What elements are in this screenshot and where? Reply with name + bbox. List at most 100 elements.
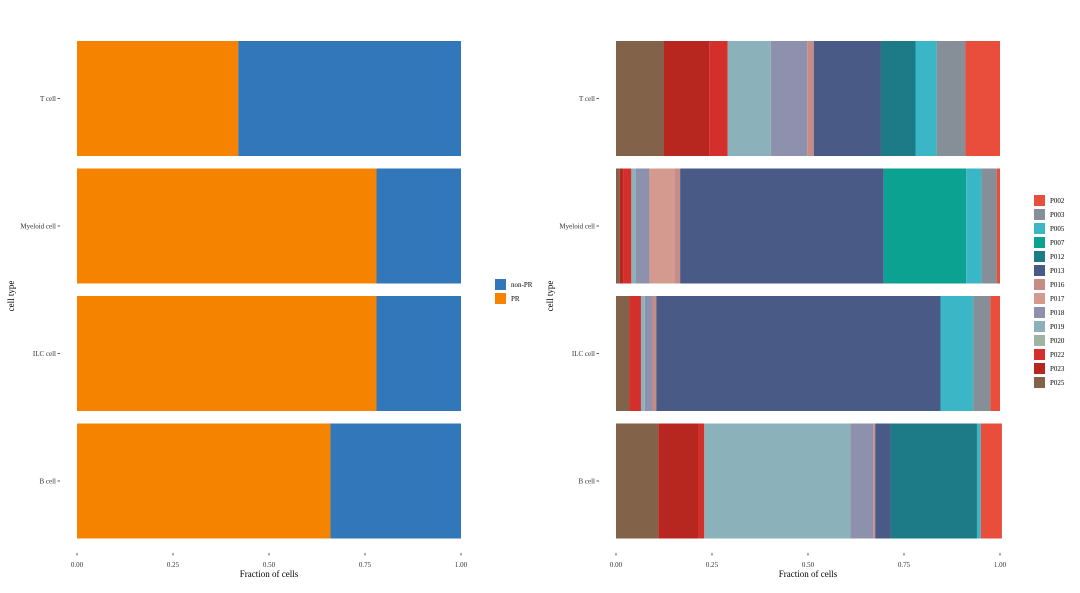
x-tick-label-0-00: 0.00 — [71, 561, 84, 569]
legend-label-p002: P002 — [1050, 197, 1065, 205]
legend-key-pr — [495, 293, 506, 304]
x-tick-label-1-00: 1.00 — [994, 561, 1007, 569]
bar-b-cell-p005 — [976, 423, 981, 539]
bar-t-cell-pr — [77, 41, 239, 156]
legend-label-p017: P017 — [1050, 295, 1065, 303]
bar-myeloid-cell-p007 — [883, 168, 967, 284]
legend-label-p025: P025 — [1050, 379, 1065, 387]
bar-myeloid-cell-p017 — [649, 168, 675, 284]
legend-label-p003: P003 — [1050, 211, 1065, 219]
y-tick-label-t-cell: T cell — [40, 95, 56, 103]
bar-myeloid-cell-non-pr — [376, 168, 461, 284]
bar-t-cell-p019 — [727, 41, 771, 156]
bar-b-cell-p025 — [616, 423, 659, 539]
bar-t-cell-p016 — [807, 41, 814, 156]
bar-b-cell-p016 — [873, 423, 876, 539]
legend-label-p019: P019 — [1050, 323, 1065, 331]
legend-label-p005: P005 — [1050, 225, 1065, 233]
bar-t-cell-p013 — [813, 41, 881, 156]
bar-b-cell-p023 — [658, 423, 699, 539]
bar-ilc-cell-pr — [77, 296, 377, 411]
legend-label-p023: P023 — [1050, 365, 1065, 373]
bar-ilc-cell-non-pr — [376, 296, 461, 411]
bar-ilc-cell-p025 — [616, 296, 630, 411]
bar-myeloid-cell-p005 — [966, 168, 982, 284]
legend-label-p016: P016 — [1050, 281, 1065, 289]
bar-myeloid-cell-pr — [77, 168, 377, 284]
x-tick-label-0-00: 0.00 — [610, 561, 623, 569]
legend-label-p007: P007 — [1050, 239, 1065, 247]
bar-ilc-cell-p013 — [656, 296, 941, 411]
x-tick-label-0-75: 0.75 — [359, 561, 372, 569]
legend-label-p020: P020 — [1050, 337, 1065, 345]
bar-b-cell-p019 — [704, 423, 851, 539]
x-tick-label-0-25: 0.25 — [167, 561, 180, 569]
legend-key-p007 — [1034, 237, 1045, 248]
bar-ilc-cell-p016 — [652, 296, 657, 411]
y-tick-label-myeloid-cell: Myeloid cell — [559, 222, 595, 230]
bar-t-cell-p003 — [936, 41, 966, 156]
bar-ilc-cell-p005 — [940, 296, 974, 411]
legend-label-non-pr: non-PR — [511, 281, 533, 289]
bar-b-cell-non-pr — [330, 423, 461, 539]
legend-key-p002 — [1034, 195, 1045, 206]
y-tick-label-myeloid-cell: Myeloid cell — [20, 222, 56, 230]
y-tick-label-ilc-cell: ILC cell — [572, 350, 595, 358]
y-axis-title: cell type — [6, 281, 16, 312]
bar-myeloid-cell-p016 — [674, 168, 681, 284]
x-tick-label-1-00: 1.00 — [455, 561, 468, 569]
bar-myeloid-cell-p018 — [635, 168, 650, 284]
chart-panel-pr: T cell Myeloid cell ILC cell B cell 0.00 0.25… — [6, 41, 533, 579]
bar-myeloid-cell-p025 — [616, 168, 620, 284]
legend-label-p012: P012 — [1050, 253, 1065, 261]
x-tick-label-0-25: 0.25 — [706, 561, 719, 569]
legend-key-p025 — [1034, 377, 1045, 388]
x-axis-title: Fraction of cells — [240, 569, 299, 579]
bar-myeloid-cell-p023 — [619, 168, 624, 284]
bar-myeloid-cell-p002 — [996, 168, 1000, 284]
bar-myeloid-cell-p013 — [680, 168, 884, 284]
legend-key-p005 — [1034, 223, 1045, 234]
bar-myeloid-cell-p022 — [623, 168, 632, 284]
y-tick-label-ilc-cell: ILC cell — [33, 350, 56, 358]
x-tick-label-0-50: 0.50 — [802, 561, 815, 569]
bar-ilc-cell-p002 — [990, 296, 1000, 411]
legend-key-p012 — [1034, 251, 1045, 262]
legend-label-p022: P022 — [1050, 351, 1065, 359]
bar-b-cell-p018 — [850, 423, 874, 539]
legend-key-p018 — [1034, 307, 1045, 318]
chart-panel-patient: T cell Myeloid cell ILC cell B cell 0.00 0.25… — [545, 41, 1065, 579]
legend-key-p013 — [1034, 265, 1045, 276]
legend: P002 P003 P005 P007 P012 P013 P016 P017 P018 P019… — [1034, 195, 1065, 388]
bar-t-cell-p018 — [770, 41, 808, 156]
bar-b-cell-p002 — [980, 423, 1002, 539]
bar-ilc-cell-p022 — [629, 296, 641, 411]
bar-t-cell-p025 — [616, 41, 664, 156]
x-tick-label-0-50: 0.50 — [263, 561, 276, 569]
y-tick-label-b-cell: B cell — [39, 477, 56, 485]
legend: non-PR PR — [495, 279, 533, 304]
bar-t-cell-p023 — [664, 41, 710, 156]
bar-t-cell-p002 — [965, 41, 1000, 156]
bar-b-cell-p012 — [890, 423, 977, 539]
bar-ilc-cell-p003 — [973, 296, 991, 411]
legend-label-pr: PR — [511, 295, 520, 303]
bar-t-cell-p022 — [709, 41, 728, 156]
legend-key-p022 — [1034, 349, 1045, 360]
y-axis-title: cell type — [545, 281, 555, 312]
bar-myeloid-cell-p019 — [631, 168, 636, 284]
bar-t-cell-p005 — [915, 41, 937, 156]
bar-t-cell-non-pr — [238, 41, 461, 156]
bar-b-cell-p013 — [875, 423, 891, 539]
bar-b-cell-pr — [77, 423, 331, 539]
legend-key-p023 — [1034, 363, 1045, 374]
bar-ilc-cell-p019 — [640, 296, 645, 411]
legend-key-p003 — [1034, 209, 1045, 220]
legend-key-p020 — [1034, 335, 1045, 346]
legend-label-p013: P013 — [1050, 267, 1065, 275]
legend-key-p019 — [1034, 321, 1045, 332]
bar-ilc-cell-p018 — [644, 296, 653, 411]
bar-t-cell-p012 — [880, 41, 916, 156]
x-axis-title: Fraction of cells — [779, 569, 838, 579]
